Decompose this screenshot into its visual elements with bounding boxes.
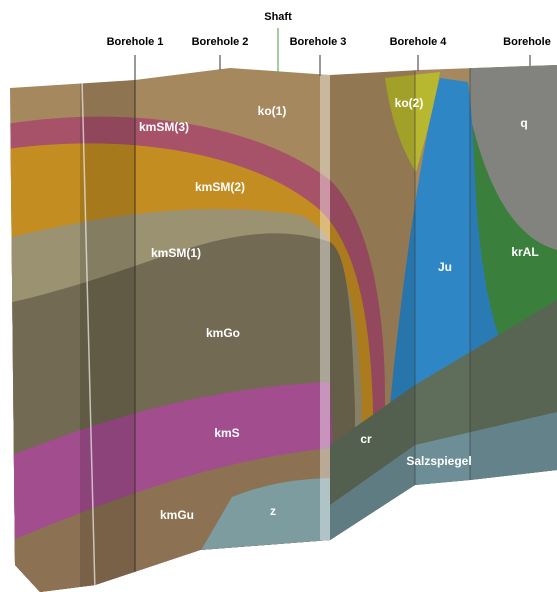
borehole-label: Borehole 3 (290, 36, 347, 48)
panel-shade (330, 65, 415, 592)
borehole-label: Borehole 1 (107, 36, 164, 48)
borehole-label: Borehole 4 (390, 36, 448, 48)
unit-label: kmSM(2) (195, 180, 245, 194)
unit-label: ko(1) (258, 104, 287, 118)
shaft-label: Shaft (264, 11, 292, 23)
panel-edge (79, 65, 96, 592)
unit-label: ko(2) (395, 96, 424, 110)
unit-label: kmGo (206, 326, 240, 340)
unit-label: kmSM(3) (139, 120, 189, 134)
z-layer (200, 478, 332, 552)
panel-shade (80, 65, 135, 592)
panel-shade (470, 65, 557, 592)
borehole-markers (134, 28, 531, 80)
shaft-stripe (320, 65, 330, 592)
ko2-layer (385, 72, 440, 172)
unit-label: kmSM(1) (151, 246, 201, 260)
kral-layer (470, 115, 557, 342)
unit-label: Ju (438, 260, 452, 274)
ju-layer (390, 78, 500, 405)
borehole-label: Borehole 2 (192, 36, 249, 48)
unit-label: Salzspiegel (406, 454, 471, 468)
borehole-label: Borehole (503, 36, 551, 48)
unit-label: cr (360, 432, 372, 446)
unit-label: q (520, 116, 527, 130)
unit-label: kmGu (160, 508, 194, 522)
unit-label: z (270, 504, 276, 518)
unit-label: kmS (214, 426, 239, 440)
unit-label: krAL (511, 245, 538, 259)
